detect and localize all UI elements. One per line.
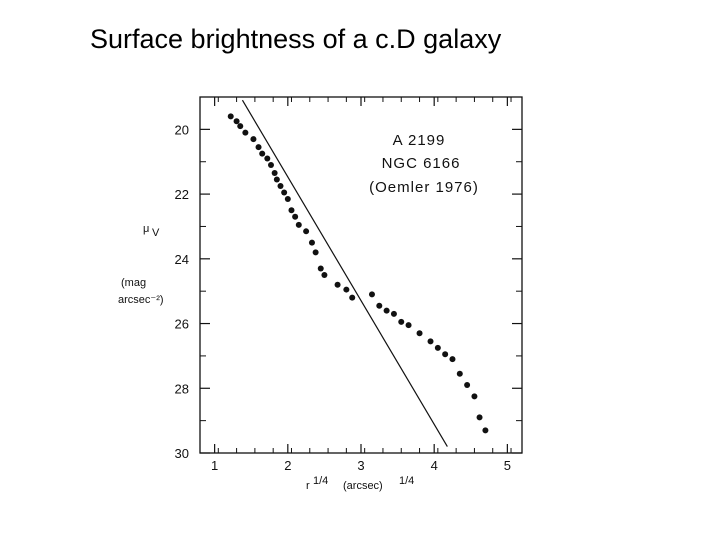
data-point [376, 302, 383, 309]
x-tick-label: 3 [357, 458, 364, 473]
data-point [471, 393, 478, 400]
y-tick-label: 22 [175, 187, 189, 202]
data-point [284, 195, 291, 202]
x-tick-label: 1 [211, 458, 218, 473]
legend-annotation: (Oemler 1976) [369, 179, 479, 196]
data-point [464, 382, 471, 389]
plot-frame [199, 96, 523, 454]
data-point [227, 113, 234, 120]
data-point [383, 307, 390, 314]
data-point [295, 221, 302, 228]
y-tick-label: 24 [175, 252, 189, 267]
data-point [288, 207, 295, 214]
data-point [242, 129, 249, 136]
data-point [476, 414, 483, 421]
data-point [273, 176, 280, 183]
x-axis-label-symbol: r [306, 480, 310, 492]
data-point [255, 144, 262, 151]
data-point [317, 265, 324, 272]
data-point [277, 183, 284, 189]
slide-title: Surface brightness of a c.D galaxy [90, 24, 502, 54]
y-tick-label: 26 [175, 317, 189, 332]
legend-annotation: A 2199 [393, 132, 446, 149]
data-point [250, 136, 257, 143]
x-axis-label-exponent: 1/4 [313, 475, 328, 487]
y-axis-label-subscript: V [152, 227, 160, 239]
y-tick-label: 20 [175, 122, 189, 137]
data-point [312, 249, 319, 256]
data-point [292, 213, 299, 220]
x-axis-label-unit: (arcsec) [343, 480, 383, 492]
data-point [349, 294, 356, 301]
data-point [434, 344, 441, 351]
data-point [343, 286, 350, 293]
data-point [267, 161, 274, 168]
data-point [334, 281, 341, 288]
data-point [449, 356, 456, 363]
data-point [368, 291, 375, 298]
data-point [271, 170, 278, 177]
data-point [281, 189, 288, 196]
x-axis-label-unit-exponent: 1/4 [399, 475, 414, 487]
data-point [259, 150, 266, 157]
y-axis-label-unit: arcsec⁻²) [118, 294, 164, 306]
legend-annotation: NGC 6166 [382, 155, 461, 172]
y-tick-label: 30 [175, 446, 189, 461]
data-point [264, 155, 271, 162]
data-point [416, 330, 423, 337]
x-tick-label: 5 [504, 458, 511, 473]
data-point [308, 239, 315, 246]
data-point [482, 427, 489, 434]
data-point [427, 338, 434, 345]
data-point [390, 310, 397, 317]
x-tick-label: 4 [431, 458, 438, 473]
data-point [398, 318, 405, 325]
y-axis-label-unit: (mag [121, 277, 146, 289]
x-tick-label: 2 [284, 458, 291, 473]
data-point [405, 322, 412, 329]
data-point [233, 118, 240, 125]
data-point [456, 370, 463, 377]
data-point [237, 123, 244, 130]
data-point [303, 228, 310, 235]
y-tick-label: 28 [175, 381, 189, 396]
data-point [442, 351, 449, 358]
data-point [321, 272, 328, 278]
y-axis-label-symbol: μ [143, 223, 149, 235]
fit-line [241, 99, 448, 447]
